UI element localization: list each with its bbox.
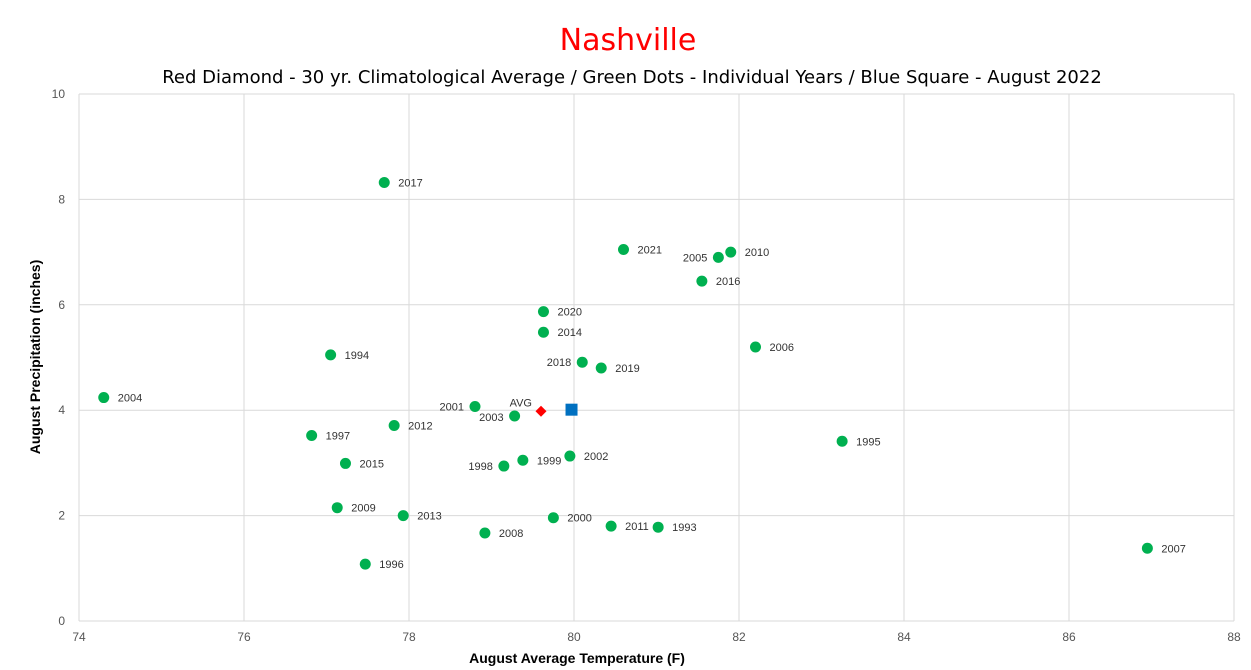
y-tick-label: 4 [58, 403, 65, 417]
year-point-label: 2012 [408, 420, 432, 432]
year-point [564, 450, 576, 462]
year-point-label: 2018 [547, 357, 571, 369]
year-point-label: 2013 [417, 511, 441, 523]
year-point [618, 243, 629, 255]
year-point [605, 520, 617, 532]
year-point [595, 362, 607, 374]
y-tick-label: 6 [58, 298, 65, 312]
year-point-label: 1997 [326, 430, 350, 442]
year-point-label: 2009 [351, 503, 375, 515]
year-point-label: 2001 [440, 402, 464, 414]
year-point-label: 2003 [479, 412, 503, 424]
year-point [469, 401, 481, 413]
average-point-label: AVG [510, 397, 532, 409]
year-point-label: 1993 [672, 522, 696, 534]
year-point-label: 2011 [625, 521, 649, 533]
x-tick-label: 78 [402, 630, 416, 644]
year-point-label: 1999 [537, 455, 561, 467]
year-point [696, 275, 708, 287]
year-point-label: 2007 [1161, 543, 1185, 555]
year-point [479, 527, 491, 539]
year-point-label: 1998 [468, 461, 492, 473]
x-tick-label: 82 [732, 630, 746, 644]
year-point [576, 356, 588, 368]
year-point [750, 341, 761, 353]
x-tick-label: 76 [237, 630, 251, 644]
y-tick-label: 0 [58, 614, 65, 628]
year-point-label: 2005 [683, 252, 707, 264]
year-point [517, 454, 529, 466]
x-tick-label: 80 [567, 630, 581, 644]
year-point [509, 410, 521, 422]
year-point [98, 392, 110, 404]
year-point-label: 2016 [716, 276, 740, 288]
year-point [339, 457, 351, 469]
year-point [359, 558, 371, 570]
year-point [378, 177, 390, 189]
year-point [498, 460, 510, 472]
point-labels: 2017 2021 2005 2010 2016 2020 2014 2006 1994 2018… [118, 178, 1186, 572]
year-point [325, 349, 337, 361]
y-tick-label: 2 [58, 509, 65, 523]
year-point-label: 1995 [856, 436, 880, 448]
chart-title: Nashville [560, 23, 697, 58]
y-tick-label: 10 [52, 87, 66, 101]
y-tick-label: 8 [58, 192, 65, 206]
year-point [397, 510, 409, 522]
year-point [1141, 542, 1153, 554]
year-point-label: 1994 [345, 350, 369, 362]
year-point [306, 429, 318, 441]
chart-subtitle: Red Diamond - 30 yr. Climatological Aver… [162, 67, 1102, 88]
average-point [535, 405, 547, 417]
year-point [537, 306, 549, 318]
x-axis-label: August Average Temperature (F) [469, 650, 685, 666]
gridlines [78, 93, 1235, 622]
x-tick-label: 84 [897, 630, 911, 644]
x-tick-label: 74 [72, 630, 86, 644]
year-point-label: 2015 [359, 458, 383, 470]
y-axis-label: August Precipitation (inches) [27, 260, 43, 454]
year-point-label: 2014 [557, 327, 581, 339]
year-point [836, 435, 848, 447]
year-point-label: 2000 [567, 513, 591, 525]
year-point-label: 2017 [398, 178, 422, 190]
year-point-label: 1996 [379, 559, 403, 571]
x-tick-label: 88 [1227, 630, 1241, 644]
august-2022-point [565, 403, 578, 416]
year-point [712, 251, 724, 263]
x-axis-ticks: 74 76 78 80 82 84 86 88 [72, 630, 1241, 644]
year-point [547, 512, 559, 524]
x-tick-label: 86 [1062, 630, 1076, 644]
year-point [652, 521, 664, 533]
year-point [388, 419, 400, 431]
data-points [98, 177, 1153, 570]
year-point [725, 246, 737, 258]
year-point-label: 2002 [584, 451, 608, 463]
year-point-label: 2004 [118, 393, 142, 405]
year-point-label: 2020 [557, 307, 581, 319]
year-point [537, 326, 549, 338]
year-point-label: 2021 [638, 244, 662, 256]
year-point-label: 2008 [499, 528, 523, 540]
y-axis-ticks: 0 2 4 6 8 10 [52, 87, 66, 628]
year-point-label: 2019 [615, 363, 639, 375]
year-point [331, 502, 343, 514]
year-point-label: 2010 [745, 247, 769, 259]
year-point-label: 2006 [770, 342, 794, 354]
